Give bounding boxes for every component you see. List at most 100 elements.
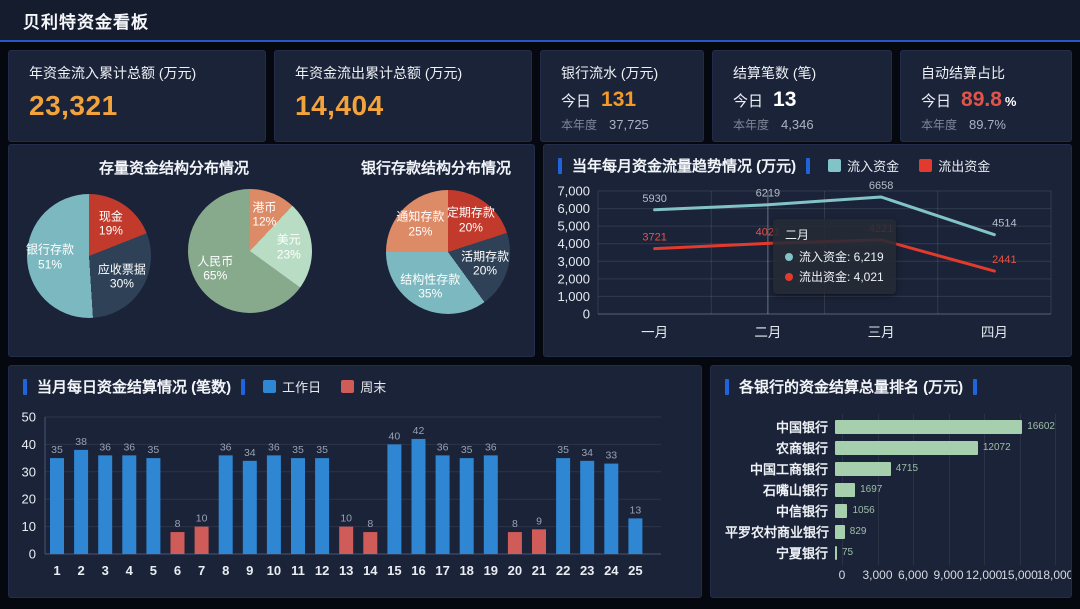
- kpi-label: 银行流水 (万元): [561, 65, 659, 81]
- y-axis-label: 7,000: [557, 184, 590, 199]
- legend-item[interactable]: 周末: [341, 377, 386, 396]
- bar-day-16[interactable]: [411, 438, 426, 554]
- daily-settlement-bar-chart[interactable]: 0102030405035138236336435586107368349361…: [9, 397, 701, 597]
- bar-value-label: 34: [581, 447, 593, 459]
- bar-day-25[interactable]: [628, 518, 643, 554]
- x-axis-label: 11: [291, 563, 305, 578]
- title-accent-bar: [806, 157, 811, 174]
- bar-day-6[interactable]: [170, 532, 185, 554]
- bank-ranking-panel: 各银行的资金结算总量排名 (万元) 中国银行 16602 农商银行 12072 中国工商…: [710, 365, 1072, 598]
- bar-day-23[interactable]: [580, 460, 595, 554]
- bar-day-22[interactable]: [556, 458, 571, 554]
- kpi-card-outflow-total: 年资金流出累计总额 (万元) 14,404: [274, 50, 532, 142]
- bar-day-3[interactable]: [98, 455, 113, 554]
- year-label: 本年度: [561, 118, 598, 132]
- kpi-today-row: 今日 89.8 %: [921, 88, 1051, 112]
- bank-name-label: 农商银行: [775, 441, 828, 456]
- bar-value-label: 35: [148, 444, 160, 456]
- hbar-bank-1[interactable]: [835, 419, 1023, 434]
- bar-value-label: 36: [123, 441, 135, 453]
- bank-name-label: 石嘴山银行: [762, 483, 828, 498]
- hbar-plot: 75: [835, 542, 1055, 563]
- bar-day-8[interactable]: [218, 455, 233, 554]
- y-axis-label: 0: [29, 547, 36, 562]
- bar-day-2[interactable]: [74, 449, 89, 554]
- bar-value-label: 36: [99, 441, 111, 453]
- legend-item[interactable]: 流出资金: [919, 156, 990, 175]
- legend-label: 流入资金: [847, 159, 900, 174]
- today-value: 89.8: [961, 88, 1002, 111]
- bar-day-13[interactable]: [339, 526, 354, 554]
- y-axis-label: 40: [22, 437, 36, 452]
- bank-name-label: 中国工商银行: [749, 462, 828, 477]
- bar-value-label: 13: [630, 504, 642, 516]
- page-title: 贝利特资金看板: [23, 12, 149, 32]
- bar-day-1[interactable]: [50, 458, 64, 554]
- hbar-bank-4[interactable]: [835, 482, 856, 497]
- kpi-card-settlement-count: 结算笔数 (笔) 今日 13 本年度 4,346: [712, 50, 892, 142]
- bar-day-10[interactable]: [266, 455, 281, 554]
- title-accent-bar: [558, 157, 562, 174]
- today-value-suffix: %: [1004, 94, 1017, 109]
- hbar-plot: 1697: [835, 479, 1055, 500]
- bar-value-label: 10: [196, 513, 208, 525]
- bar-day-4[interactable]: [122, 455, 137, 554]
- bar-value-label: 34: [244, 447, 256, 459]
- bar-value-label: 36: [437, 441, 449, 453]
- bar-day-11[interactable]: [291, 458, 305, 554]
- daily-settlement-bar-panel: 当月每日资金结算情况 (笔数) 工作日 周末 0 10 20 30 40 50 35 1 38 2 3…: [8, 365, 702, 598]
- hbar-bank-3[interactable]: [835, 461, 891, 476]
- bar-day-9[interactable]: [242, 460, 257, 554]
- legend-swatch: [828, 159, 842, 172]
- pie-slice-label: 活期存款 20%: [461, 249, 510, 279]
- y-axis-label: 1,000: [557, 289, 590, 304]
- hbar-bank-5[interactable]: [835, 503, 848, 518]
- bank-ranking-hbar-chart[interactable]: 中国银行 16602 农商银行 12072 中国工商银行 4715 石嘴山银行 1697 中信银…: [725, 416, 1057, 563]
- data-point-label: 5930: [642, 193, 666, 205]
- bar-chart-legend: 工作日 周末: [263, 377, 386, 396]
- pie-slice-label: 人民币 65%: [197, 254, 234, 283]
- middle-row: 存量资金结构分布情况 银行存款结构分布情况 现金 19% 应收票据 30% 银行存款 51…: [8, 144, 1072, 357]
- bar-day-17[interactable]: [435, 455, 450, 554]
- y-axis-label: 4,000: [557, 236, 590, 251]
- x-axis-label: 21: [532, 563, 546, 578]
- kpi-year-row: 本年度 37,725: [561, 116, 683, 133]
- bar-value-label: 38: [75, 436, 87, 448]
- tooltip-title: 二月: [785, 228, 810, 242]
- tooltip-series-dot: [785, 252, 793, 261]
- bar-day-7[interactable]: [194, 526, 209, 554]
- data-point-label: 3721: [642, 232, 666, 244]
- legend-swatch: [341, 380, 355, 393]
- bar-day-14[interactable]: [363, 532, 378, 554]
- x-axis-label: 3,000: [862, 568, 893, 582]
- bar-day-24[interactable]: [604, 463, 619, 554]
- hbar-value-label: 4715: [895, 463, 919, 474]
- hbar-row: 石嘴山银行 1697: [725, 479, 1057, 500]
- hbar-bank-2[interactable]: [835, 440, 978, 455]
- bar-day-21[interactable]: [532, 529, 546, 554]
- hbar-value-label: 75: [842, 547, 854, 558]
- kpi-year-row: 本年度 89.7%: [921, 116, 1051, 133]
- currency-pie-chart[interactable]: 港币 12% 美元 23% 人民币 65%: [188, 189, 312, 313]
- hbar-plot: 1056: [835, 500, 1055, 521]
- y-axis-label: 3,000: [557, 254, 590, 269]
- tooltip-value: 流出资金: 4,021: [799, 270, 884, 284]
- hbar-bank-6[interactable]: [835, 524, 845, 539]
- bar-day-12[interactable]: [315, 458, 330, 554]
- bar-day-20[interactable]: [507, 532, 522, 554]
- bar-day-5[interactable]: [146, 458, 161, 554]
- x-axis-label: 12,000: [965, 568, 1003, 582]
- stock-funds-pie-chart[interactable]: 现金 19% 应收票据 30% 银行存款 51%: [26, 194, 151, 318]
- year-value: 4,346: [781, 117, 814, 132]
- legend-item[interactable]: 工作日: [263, 377, 321, 396]
- hbar-bank-7[interactable]: [835, 545, 837, 560]
- panel-head: 当月每日资金结算情况 (笔数) 工作日 周末: [9, 366, 701, 397]
- legend-item[interactable]: 流入资金: [828, 156, 899, 175]
- bar-day-18[interactable]: [459, 458, 474, 554]
- bar-day-15[interactable]: [387, 444, 402, 554]
- line-series-inflow[interactable]: [653, 195, 996, 237]
- deposit-structure-pie-chart[interactable]: 定期存款 20% 活期存款 20% 结构性存款 35% 通知存款 25%: [386, 190, 510, 314]
- bar-day-19[interactable]: [483, 455, 498, 554]
- year-value: 89.7%: [969, 117, 1006, 132]
- x-axis-label: 三月: [868, 325, 895, 340]
